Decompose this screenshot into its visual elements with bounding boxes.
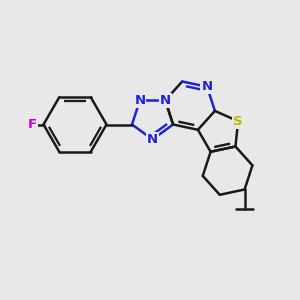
Text: N: N: [202, 80, 213, 93]
Text: N: N: [134, 94, 146, 107]
Text: S: S: [233, 115, 243, 128]
Text: N: N: [160, 94, 171, 107]
Text: F: F: [28, 118, 37, 131]
Text: N: N: [147, 133, 158, 146]
